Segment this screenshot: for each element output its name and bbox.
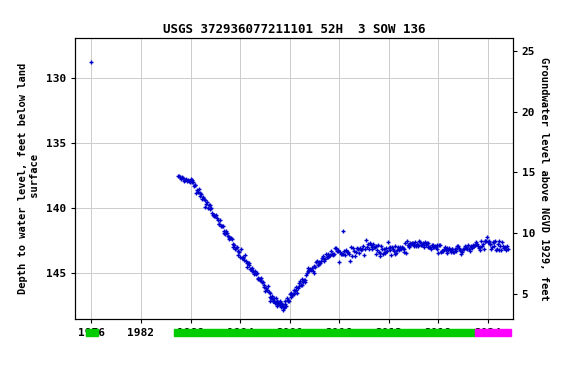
Y-axis label: Groundwater level above NGVD 1929, feet: Groundwater level above NGVD 1929, feet [539,57,549,300]
Title: USGS 372936077211101 52H  3 SOW 136: USGS 372936077211101 52H 3 SOW 136 [162,23,425,36]
Y-axis label: Depth to water level, feet below land
 surface: Depth to water level, feet below land su… [18,63,40,294]
